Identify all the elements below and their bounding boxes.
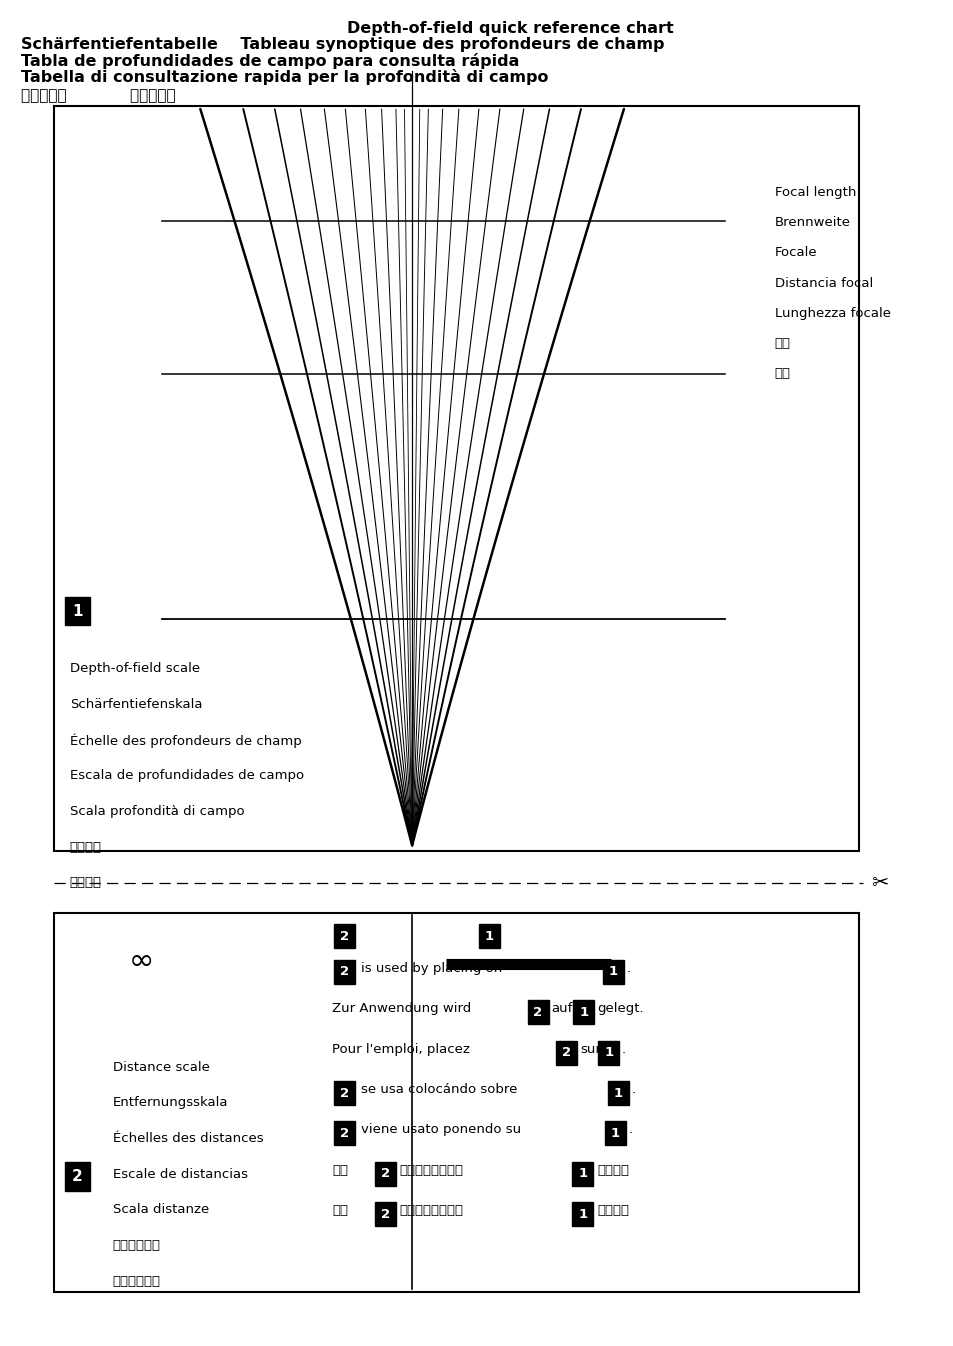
- Text: 1: 1: [71, 604, 83, 619]
- Text: Schärfentiefenskala: Schärfentiefenskala: [70, 699, 202, 711]
- Text: Entfernungsskala: Entfernungsskala: [112, 1096, 228, 1109]
- Text: auf: auf: [551, 1003, 572, 1015]
- Text: is used by placing on: is used by placing on: [360, 962, 501, 975]
- Text: .: .: [631, 1084, 635, 1096]
- Bar: [478, 925, 499, 949]
- Text: 剪下，并重叠在图: 剪下，并重叠在图: [399, 1164, 463, 1176]
- Bar: [54, 106, 858, 851]
- Bar: [572, 1162, 593, 1186]
- Text: 上使用。: 上使用。: [597, 1164, 629, 1176]
- Text: se usa colocándo sobre: se usa colocándo sobre: [360, 1084, 517, 1096]
- Text: 1: 1: [613, 1086, 622, 1100]
- Text: 1: 1: [578, 1167, 587, 1180]
- Text: Depth-of-field scale: Depth-of-field scale: [70, 662, 199, 676]
- Bar: [334, 1081, 355, 1105]
- Text: Escala de profundidades de campo: Escala de profundidades de campo: [70, 770, 303, 782]
- Text: .: .: [626, 962, 630, 975]
- Text: .: .: [628, 1124, 632, 1136]
- Text: 2: 2: [380, 1207, 390, 1221]
- Text: 上使用。: 上使用。: [597, 1205, 629, 1217]
- Text: 景深刻度: 景深刻度: [70, 840, 102, 853]
- Text: Échelle des profondeurs de champ: Échelle des profondeurs de champ: [70, 734, 301, 748]
- Text: Pour l'emploi, placez: Pour l'emploi, placez: [332, 1043, 470, 1055]
- Text: Escale de distancias: Escale de distancias: [112, 1168, 248, 1180]
- Bar: [375, 1202, 395, 1226]
- Text: Brennweite: Brennweite: [774, 215, 850, 229]
- Text: 2: 2: [339, 1086, 349, 1100]
- Bar: [65, 1163, 90, 1191]
- Text: Schärfentiefentabelle    Tableau synoptique des profondeurs de champ: Schärfentiefentabelle Tableau synoptique…: [21, 36, 664, 52]
- Text: 2: 2: [71, 1170, 83, 1184]
- Text: Scala profondità di campo: Scala profondità di campo: [70, 805, 244, 818]
- Text: ✂: ✂: [870, 874, 887, 892]
- Text: 1: 1: [578, 1005, 588, 1019]
- Text: ∞: ∞: [129, 946, 153, 976]
- Text: sur: sur: [579, 1043, 600, 1055]
- Text: 1: 1: [484, 930, 494, 944]
- Bar: [54, 913, 858, 1292]
- Bar: [334, 1121, 355, 1145]
- Bar: [65, 598, 90, 626]
- Bar: [334, 960, 355, 984]
- Text: 将图: 将图: [332, 1164, 348, 1176]
- Text: Depth-of-field quick reference chart: Depth-of-field quick reference chart: [347, 22, 673, 36]
- Text: 焦距: 焦距: [774, 336, 790, 350]
- Text: Tabella di consultazione rapida per la profondità di campo: Tabella di consultazione rapida per la p…: [21, 69, 548, 85]
- Bar: [572, 1202, 593, 1226]
- Bar: [607, 1081, 628, 1105]
- Text: Zur Anwendung wird: Zur Anwendung wird: [332, 1003, 471, 1015]
- Bar: [334, 925, 355, 949]
- Text: 2: 2: [561, 1046, 571, 1059]
- Text: 剪下，並重疊在圖: 剪下，並重疊在圖: [399, 1205, 463, 1217]
- Text: 1: 1: [608, 965, 618, 979]
- Text: Lunghezza focale: Lunghezza focale: [774, 307, 890, 320]
- Bar: [602, 960, 623, 984]
- Text: 焦距: 焦距: [774, 367, 790, 381]
- Text: Focal length: Focal length: [774, 186, 855, 199]
- Text: 2: 2: [339, 965, 349, 979]
- Text: 1: 1: [603, 1046, 613, 1059]
- Text: Distance scale: Distance scale: [112, 1061, 210, 1074]
- Text: Scala distanze: Scala distanze: [112, 1203, 209, 1217]
- Bar: [604, 1121, 625, 1145]
- Bar: [375, 1162, 395, 1186]
- Text: Échelles des distances: Échelles des distances: [112, 1132, 263, 1145]
- Bar: [556, 1040, 577, 1065]
- Bar: [598, 1040, 618, 1065]
- Bar: [573, 1000, 594, 1024]
- Text: Focale: Focale: [774, 246, 817, 260]
- Text: 景深參照表             景深參照表: 景深參照表 景深參照表: [21, 89, 175, 104]
- Text: 攝影距離刻度: 攝影距離刻度: [112, 1275, 160, 1288]
- Text: 景深刻度: 景深刻度: [70, 876, 102, 890]
- Text: 2: 2: [339, 930, 349, 944]
- Text: gelegt.: gelegt.: [597, 1003, 643, 1015]
- Bar: [527, 1000, 548, 1024]
- Text: 摄影距离刻度: 摄影距离刻度: [112, 1238, 160, 1252]
- Text: Distancia focal: Distancia focal: [774, 277, 872, 289]
- Text: 2: 2: [533, 1005, 542, 1019]
- Text: viene usato ponendo su: viene usato ponendo su: [360, 1124, 520, 1136]
- Text: 2: 2: [380, 1167, 390, 1180]
- Text: 1: 1: [610, 1127, 619, 1140]
- Text: .: .: [621, 1043, 625, 1055]
- Text: 2: 2: [339, 1127, 349, 1140]
- Text: 1: 1: [578, 1207, 587, 1221]
- Text: 將圖: 將圖: [332, 1205, 348, 1217]
- Text: Tabla de profundidades de campo para consulta rápida: Tabla de profundidades de campo para con…: [21, 52, 518, 69]
